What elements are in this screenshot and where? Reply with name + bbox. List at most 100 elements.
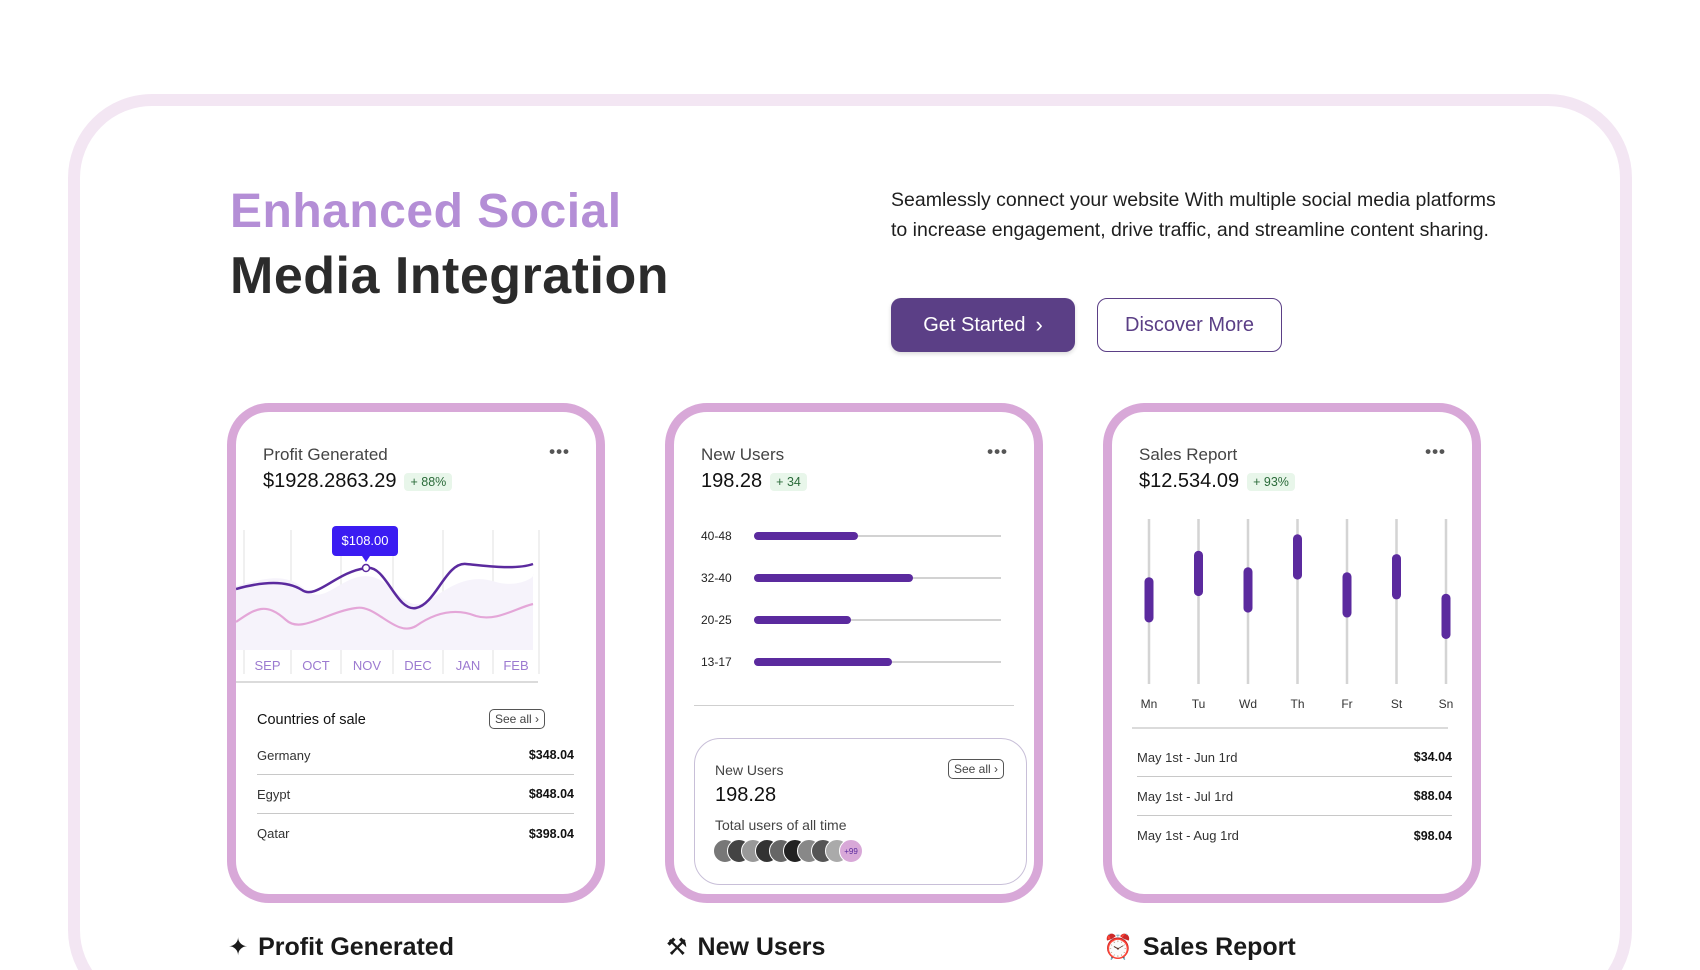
summary-caption: Total users of all time [715, 817, 847, 833]
day-label: Mn [1141, 697, 1158, 711]
growth-badge: + 88% [404, 472, 453, 491]
country-value: $848.04 [528, 787, 574, 801]
see-all-button[interactable]: See all › [948, 759, 1005, 779]
profit-series-line [236, 562, 534, 610]
magic-wand-icon: ⚒ [666, 934, 688, 961]
age-bar-row: 20-25 [701, 613, 1001, 627]
day-label: St [1391, 697, 1403, 711]
tooltip-box [332, 526, 398, 556]
more-options-icon[interactable]: ••• [987, 442, 1008, 461]
period-range: May 1st - Jun 1rd [1137, 749, 1238, 765]
card-value: $1928.2863.29 + 88% [263, 470, 453, 493]
profit-card: Profit Generated ••• $1928.2863.29 + 88% … [227, 403, 605, 903]
profit-section-text: Profit Generated [258, 933, 454, 961]
age-bar-row: 40-48 [701, 529, 1001, 543]
day-label: Wd [1239, 697, 1257, 711]
sales-section-text: Sales Report [1142, 933, 1296, 961]
more-users-badge: +99 [839, 839, 863, 863]
month-label: NOV [353, 658, 382, 673]
summary-title: New Users [715, 762, 784, 778]
age-bar-row: 32-40 [701, 571, 1001, 585]
period-value: $88.04 [1413, 789, 1452, 803]
period-row: May 1st - Jul 1rd $88.04 [1137, 777, 1452, 816]
see-all-button[interactable]: See all › [489, 709, 546, 729]
age-bar-fill [754, 574, 913, 582]
period-value: $34.04 [1413, 750, 1452, 764]
day-label: Tu [1192, 697, 1206, 711]
country-name: Qatar [257, 826, 290, 841]
growth-badge: + 93% [1247, 472, 1295, 491]
country-value: $348.04 [528, 748, 574, 762]
month-label: JAN [456, 658, 481, 673]
tooltip-label: $108.00 [342, 533, 389, 548]
see-all-label: See all [495, 712, 532, 726]
sales-bars: Mn Tu Wd Th Fr St Sn [1141, 519, 1454, 711]
countries-label: Countries of sale [257, 712, 366, 728]
sales-value: $12.534.09 [1139, 470, 1240, 492]
sparkle-icon: ✦ [228, 934, 249, 961]
period-range: May 1st - Aug 1rd [1137, 828, 1239, 843]
day-label: Fr [1341, 697, 1352, 711]
get-started-label: Get Started [923, 313, 1026, 336]
chevron-right-icon: › [1035, 312, 1043, 337]
new-users-summary: New Users See all › 198.28 Total users o… [694, 738, 1027, 885]
card-value: $12.534.09 + 93% [1139, 470, 1295, 493]
hero-title-line2: Media Integration [230, 247, 669, 305]
profit-secondary-line [236, 602, 534, 630]
month-label: OCT [302, 658, 330, 673]
age-label: 13-17 [701, 655, 732, 669]
alarm-icon: ⏰ [1103, 934, 1133, 961]
period-range: May 1st - Jul 1rd [1137, 788, 1234, 804]
day-label: Th [1290, 697, 1304, 711]
hero-description: Seamlessly connect your website With mul… [891, 189, 1496, 241]
new-users-card: New Users ••• 198.28 + 34 40-48 32-40 20-25… [665, 403, 1043, 903]
period-row: May 1st - Jun 1rd $34.04 [1137, 738, 1452, 777]
discover-more-button[interactable]: Discover More [1097, 298, 1282, 352]
more-options-icon[interactable]: ••• [549, 442, 570, 461]
growth-badge: + 34 [770, 472, 807, 491]
profit-section-label: ✦ Profit Generated [228, 933, 454, 962]
see-all-label: See all [954, 762, 991, 776]
card-title: Profit Generated [263, 445, 388, 464]
period-value: $98.04 [1413, 828, 1452, 843]
age-bar-fill [754, 658, 892, 666]
card-title: Sales Report [1139, 445, 1238, 464]
hero-title-line1: Enhanced Social [230, 185, 622, 238]
sales-section-label: ⏰ Sales Report [1103, 933, 1296, 962]
sales-range-chart: Mn Tu Wd Th Fr St Sn [1132, 519, 1454, 729]
more-options-icon[interactable]: ••• [1425, 442, 1446, 461]
period-row: May 1st - Aug 1rd $98.04 [1137, 816, 1452, 855]
users-section-text: New Users [697, 933, 826, 961]
day-label: Sn [1439, 697, 1454, 711]
sales-report-card: Sales Report ••• $12.534.09 + 93% Mn Tu Wd T… [1103, 403, 1481, 903]
month-labels: SEP OCT NOV DEC JAN FEB [254, 658, 528, 673]
country-row: Germany $348.04 [257, 736, 574, 775]
chevron-right-icon: › [535, 712, 540, 726]
get-started-button[interactable]: Get Started › [891, 298, 1075, 352]
month-label: SEP [254, 658, 280, 673]
profit-highlight-point [361, 563, 371, 573]
users-value: 198.28 [701, 470, 763, 492]
country-row: Qatar $398.04 [257, 814, 574, 853]
card-title: New Users [701, 445, 785, 464]
profit-value: $1928.2863.29 [263, 470, 397, 492]
age-bar-fill [754, 532, 858, 540]
profit-area [236, 574, 534, 650]
country-row: Egypt $848.04 [257, 775, 574, 814]
age-bar-fill [754, 616, 851, 624]
users-section-label: ⚒ New Users [666, 933, 825, 962]
country-name: Germany [257, 747, 311, 763]
age-label: 32-40 [701, 571, 732, 585]
month-label: DEC [404, 658, 431, 673]
age-label: 40-48 [701, 529, 732, 543]
month-label: FEB [503, 658, 528, 673]
age-bar-track [754, 619, 1001, 621]
country-value: $398.04 [528, 826, 574, 841]
age-label: 20-25 [701, 613, 732, 627]
chart-divider [694, 705, 1014, 706]
summary-value: 198.28 [715, 784, 777, 806]
age-bar-row: 13-17 [701, 655, 1001, 669]
profit-line-chart: $108.00 SEP OCT NOV DEC JAN FEB [236, 526, 540, 683]
age-bar-track [754, 535, 1001, 537]
chevron-right-icon: › [994, 762, 999, 776]
